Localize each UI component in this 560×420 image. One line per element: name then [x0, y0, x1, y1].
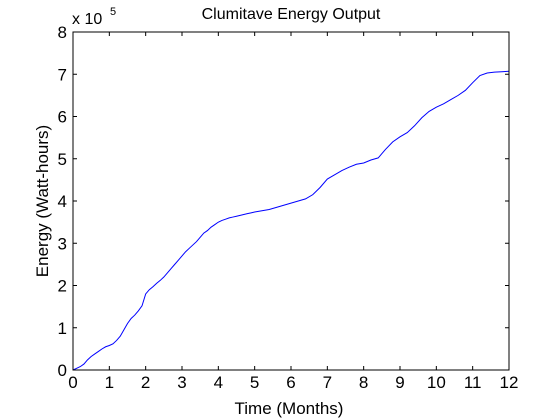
- x-tick-label: 4: [214, 373, 223, 392]
- x-tick-label: 8: [359, 373, 368, 392]
- plot-background: [73, 32, 509, 370]
- y-tick-label: 6: [58, 108, 67, 127]
- y-exponent-power: 5: [110, 6, 116, 18]
- y-tick-label: 1: [58, 319, 67, 338]
- y-tick-label: 8: [58, 23, 67, 42]
- y-axis-label: Energy (Watt-hours): [33, 125, 52, 277]
- y-tick-label: 5: [58, 150, 67, 169]
- x-tick-label: 11: [464, 373, 482, 392]
- y-tick-label: 4: [58, 192, 67, 211]
- y-tick-labels: 0 1 2 3 4 5 6 7 8: [58, 23, 67, 380]
- x-tick-label: 12: [500, 373, 519, 392]
- x-tick-label: 3: [177, 373, 186, 392]
- x-tick-label: 10: [427, 373, 446, 392]
- x-tick-label: 0: [68, 373, 77, 392]
- y-tick-marks: [73, 31, 509, 371]
- y-tick-label: 7: [58, 65, 67, 84]
- x-tick-labels: 0 1 2 3 4 5 6 7 8 9 10 11 12: [68, 373, 518, 392]
- y-tick-label: 0: [58, 361, 67, 380]
- x-tick-marks: [72, 32, 510, 370]
- x-tick-label: 5: [250, 373, 259, 392]
- x-tick-label: 7: [323, 373, 332, 392]
- series-group: [72, 70, 510, 371]
- y-tick-label: 3: [58, 234, 67, 253]
- series-line: [72, 70, 510, 371]
- x-tick-label: 9: [395, 373, 404, 392]
- y-tick-label: 2: [58, 277, 67, 296]
- x-tick-label: 2: [141, 373, 150, 392]
- chart-title: Clumitave Energy Output: [202, 6, 381, 23]
- x-axis-label: Time (Months): [235, 399, 344, 418]
- y-exponent-base: x 10: [72, 11, 102, 28]
- x-tick-label: 6: [286, 373, 295, 392]
- x-tick-label: 1: [105, 373, 114, 392]
